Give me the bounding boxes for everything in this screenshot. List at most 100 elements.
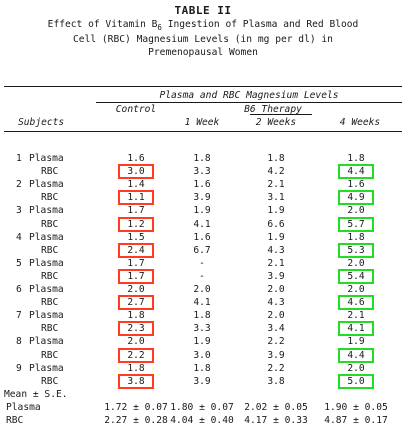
caption-line-1: Effect of Vitamin B6 Ingestion of Plasma… <box>47 19 359 32</box>
cell-4-weeks: 2.0 <box>347 362 365 374</box>
control-header: Control <box>115 104 157 115</box>
cell-4-weeks: 1.8 <box>347 231 365 243</box>
cell-2-weeks: 2.0 <box>267 310 285 322</box>
cell-control: 1.4 <box>127 179 145 191</box>
control-highlight-box <box>118 373 154 389</box>
row-label: Plasma <box>29 179 64 191</box>
week4-highlight-box <box>338 295 374 311</box>
cell-4-weeks: 2.0 <box>347 257 365 269</box>
summary-1-week: 4.04 ± 0.40 <box>170 415 234 426</box>
row-label: RBC <box>41 270 59 282</box>
cell-1-week: 6.7 <box>193 244 211 256</box>
subject-number: 7 <box>16 310 22 322</box>
cell-2-weeks: 2.1 <box>267 179 285 191</box>
cell-4-weeks: 1.6 <box>347 179 365 191</box>
summary-control: 1.72 ± 0.07 <box>104 401 168 413</box>
row-label: RBC <box>41 349 59 361</box>
week4-header: 4 Weeks <box>339 117 381 128</box>
subject-number: 4 <box>16 231 22 243</box>
cell-1-week: 3.3 <box>193 166 211 178</box>
row-label: RBC <box>41 297 59 309</box>
cell-2-weeks: 6.6 <box>267 218 285 230</box>
cell-control: 1.7 <box>127 257 145 269</box>
control-highlight-box <box>118 268 154 284</box>
cell-1-week: 3.3 <box>193 323 211 335</box>
cell-2-weeks: 3.4 <box>267 323 285 335</box>
cell-4-weeks: 1.9 <box>347 336 365 348</box>
row-label: Plasma <box>29 336 64 348</box>
cell-1-week: - <box>199 270 205 282</box>
cell-control: 1.8 <box>127 362 145 374</box>
cell-control: 1.5 <box>127 231 145 243</box>
week4-highlight-box <box>338 347 374 363</box>
cell-2-weeks: 2.2 <box>267 362 285 374</box>
subject-number: 8 <box>16 336 22 348</box>
cell-control: 3.0 <box>127 166 145 178</box>
cell-1-week: - <box>199 257 205 269</box>
control-highlight-box <box>118 321 154 337</box>
cell-4-weeks: 2.0 <box>347 284 365 295</box>
cell-1-week: 3.9 <box>193 375 211 387</box>
group-rule <box>96 102 402 103</box>
summary-1-week: 1.80 ± 0.07 <box>170 401 234 413</box>
row-label: RBC <box>41 166 59 178</box>
cell-control: 1.2 <box>127 218 145 230</box>
row-label: RBC <box>41 192 59 204</box>
week4-highlight-box <box>338 321 374 337</box>
cell-1-week: 1.8 <box>193 362 211 374</box>
cell-4-weeks: 2.0 <box>347 205 365 217</box>
cell-control: 2.2 <box>127 349 145 361</box>
week2-header: 2 Weeks <box>255 117 297 128</box>
summary-row-label: RBC <box>6 415 24 426</box>
subject-number: 2 <box>16 179 22 191</box>
row-label: RBC <box>41 323 59 335</box>
subject-number: 1 <box>16 153 22 164</box>
cell-2-weeks: 3.9 <box>267 349 285 361</box>
summary-row-label: Plasma <box>6 401 41 413</box>
cell-4-weeks: 5.4 <box>347 270 365 282</box>
cell-4-weeks: 4.1 <box>347 323 365 335</box>
summary-2-weeks: 4.17 ± 0.33 <box>244 415 308 426</box>
row-label: Plasma <box>29 205 64 217</box>
summary-label: Mean ± S.E. <box>4 388 68 400</box>
cell-4-weeks: 2.1 <box>347 310 365 322</box>
cell-2-weeks: 1.8 <box>267 153 285 164</box>
cell-2-weeks: 3.9 <box>267 270 285 282</box>
therapy-rule <box>250 114 312 115</box>
table-label: TABLE II <box>174 4 232 17</box>
cell-1-week: 1.8 <box>193 153 211 164</box>
cell-2-weeks: 1.9 <box>267 231 285 243</box>
cell-control: 2.0 <box>127 336 145 348</box>
cell-control: 3.8 <box>127 375 145 387</box>
cell-control: 1.7 <box>127 270 145 282</box>
subject-number: 9 <box>16 362 22 374</box>
subject-number: 3 <box>16 205 22 217</box>
cell-2-weeks: 2.1 <box>267 257 285 269</box>
cell-control: 1.1 <box>127 192 145 204</box>
row-label: Plasma <box>29 310 64 322</box>
cell-2-weeks: 3.1 <box>267 192 285 204</box>
cell-control: 1.7 <box>127 205 145 217</box>
summary-4-weeks: 4.87 ± 0.17 <box>324 415 388 426</box>
cell-control: 2.7 <box>127 297 145 309</box>
summary-control: 2.27 ± 0.28 <box>104 415 168 426</box>
row-label: Plasma <box>29 362 64 374</box>
top-rule <box>4 86 402 87</box>
cell-4-weeks: 4.9 <box>347 192 365 204</box>
cell-4-weeks: 1.8 <box>347 153 365 164</box>
table-caption: Effect of Vitamin B6 Ingestion of Plasma… <box>0 19 406 59</box>
cell-1-week: 3.0 <box>193 349 211 361</box>
subjects-header: Subjects <box>18 117 65 128</box>
row-label: Plasma <box>29 284 64 295</box>
week4-highlight-box <box>338 164 374 180</box>
cell-1-week: 3.9 <box>193 192 211 204</box>
row-label: RBC <box>41 375 59 387</box>
row-label: Plasma <box>29 231 64 243</box>
cell-2-weeks: 4.3 <box>267 297 285 309</box>
control-highlight-box <box>118 295 154 311</box>
caption-line-2: Cell (RBC) Magnesium Levels (in mg per d… <box>73 34 333 46</box>
cell-4-weeks: 4.4 <box>347 349 365 361</box>
week4-highlight-box <box>338 190 374 206</box>
cell-2-weeks: 2.2 <box>267 336 285 348</box>
therapy-header: B6 Therapy <box>244 104 302 115</box>
